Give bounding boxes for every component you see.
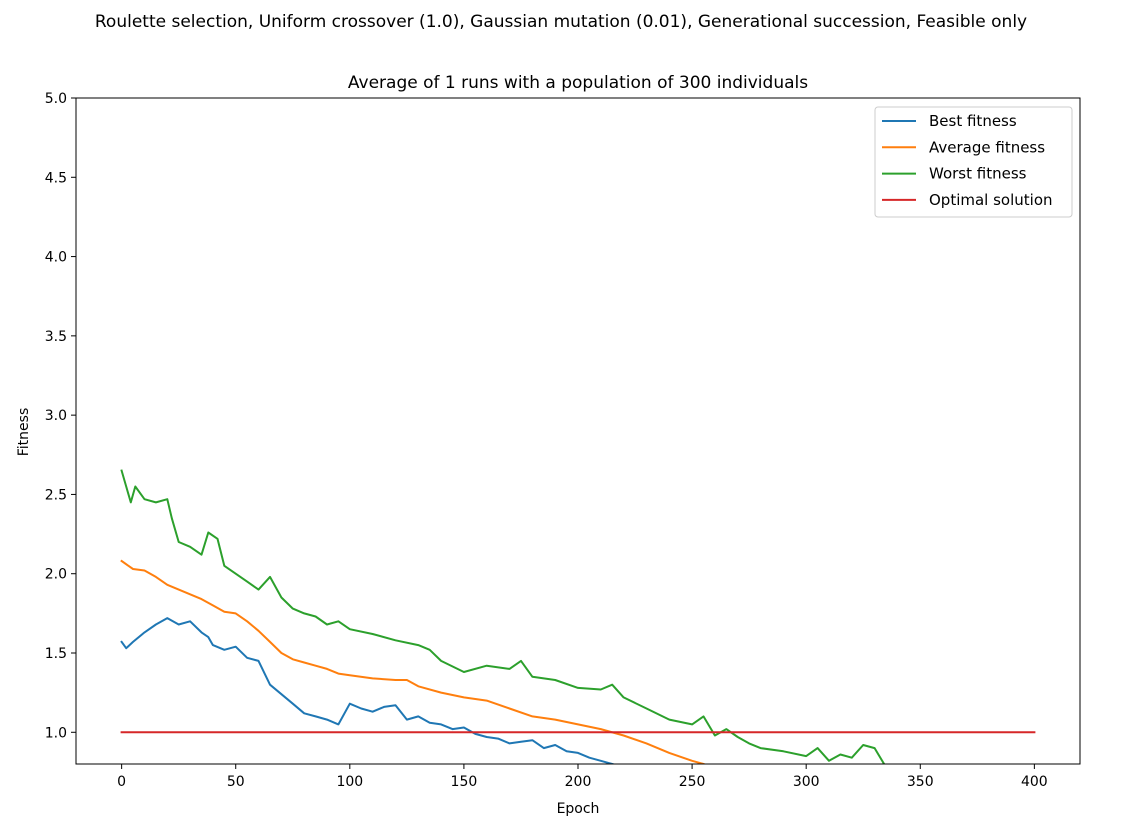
x-tick-label: 0 bbox=[117, 774, 126, 790]
chart-title: Average of 1 runs with a population of 3… bbox=[348, 73, 808, 93]
x-tick-label: 200 bbox=[565, 774, 592, 790]
series-line-average-fitness bbox=[120, 559, 705, 764]
series-line-worst-fitness bbox=[120, 469, 886, 764]
x-tick-label: 250 bbox=[679, 774, 706, 790]
y-tick-label: 3.5 bbox=[45, 329, 67, 345]
y-tick-label: 4.5 bbox=[45, 170, 67, 186]
x-tick-label: 100 bbox=[336, 774, 363, 790]
x-tick-label: 150 bbox=[451, 774, 478, 790]
legend-box bbox=[874, 106, 1073, 218]
series-line-best-fitness bbox=[120, 617, 616, 764]
y-tick-label: 3.0 bbox=[45, 408, 67, 424]
y-tick-label: 4.0 bbox=[45, 250, 67, 266]
legend-label: Best fitness bbox=[929, 112, 1017, 130]
chart-suptitle: Roulette selection, Uniform crossover (1… bbox=[95, 12, 1027, 32]
y-axis-label: Fitness bbox=[16, 408, 32, 457]
y-tick-label: 2.5 bbox=[45, 487, 67, 503]
x-tick-label: 400 bbox=[1021, 774, 1048, 790]
series-layer bbox=[120, 469, 1036, 764]
legend-label: Optimal solution bbox=[929, 191, 1053, 209]
legend-label: Worst fitness bbox=[929, 165, 1027, 183]
legend: Best fitness Average fitness Worst fitness… bbox=[874, 106, 1073, 218]
x-axis: 0 50 100 150 200 250 300 350 400 bbox=[117, 764, 1048, 790]
y-tick-label: 5.0 bbox=[45, 91, 67, 107]
x-tick-label: 50 bbox=[227, 774, 245, 790]
x-tick-label: 300 bbox=[793, 774, 820, 790]
legend-label: Average fitness bbox=[929, 138, 1045, 156]
x-axis-label: Epoch bbox=[557, 801, 600, 817]
x-tick-label: 350 bbox=[907, 774, 934, 790]
y-tick-label: 1.0 bbox=[45, 725, 67, 741]
y-tick-label: 1.5 bbox=[45, 646, 67, 662]
y-tick-label: 2.0 bbox=[45, 567, 67, 583]
y-axis: 1.0 1.5 2.0 2.5 3.0 3.5 4.0 4.5 5.0 bbox=[45, 91, 76, 741]
